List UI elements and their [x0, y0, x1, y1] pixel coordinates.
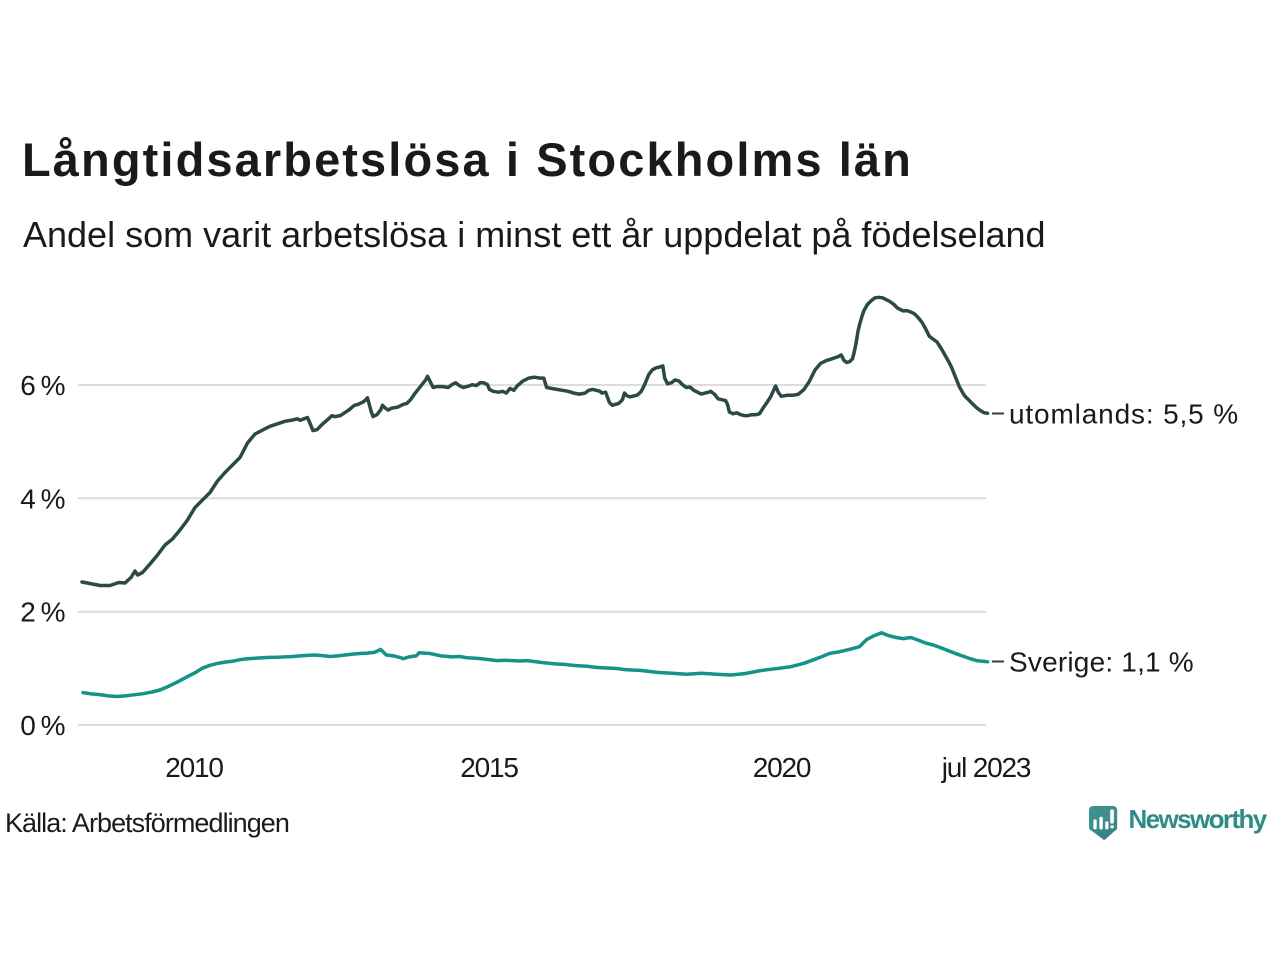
- svg-text:2010: 2010: [165, 752, 223, 783]
- svg-text:Källa: Arbetsförmedlingen: Källa: Arbetsförmedlingen: [5, 808, 289, 838]
- svg-text:2020: 2020: [753, 752, 811, 783]
- svg-text:Newsworthy: Newsworthy: [1129, 804, 1268, 834]
- svg-text:Sverige: 1,1 %: Sverige: 1,1 %: [1009, 647, 1194, 678]
- svg-text:2015: 2015: [460, 752, 518, 783]
- svg-text:utomlands: 5,5 %: utomlands: 5,5 %: [1009, 399, 1239, 430]
- svg-text:jul 2023: jul 2023: [941, 752, 1031, 783]
- svg-text:2 %: 2 %: [20, 597, 64, 628]
- svg-text:Långtidsarbetslösa i Stockholm: Långtidsarbetslösa i Stockholms län: [22, 133, 913, 186]
- svg-text:0 %: 0 %: [20, 710, 64, 741]
- svg-text:4 %: 4 %: [20, 483, 64, 514]
- svg-text:Andel som varit arbetslösa i m: Andel som varit arbetslösa i minst ett å…: [23, 214, 1046, 255]
- svg-text:6 %: 6 %: [20, 370, 64, 401]
